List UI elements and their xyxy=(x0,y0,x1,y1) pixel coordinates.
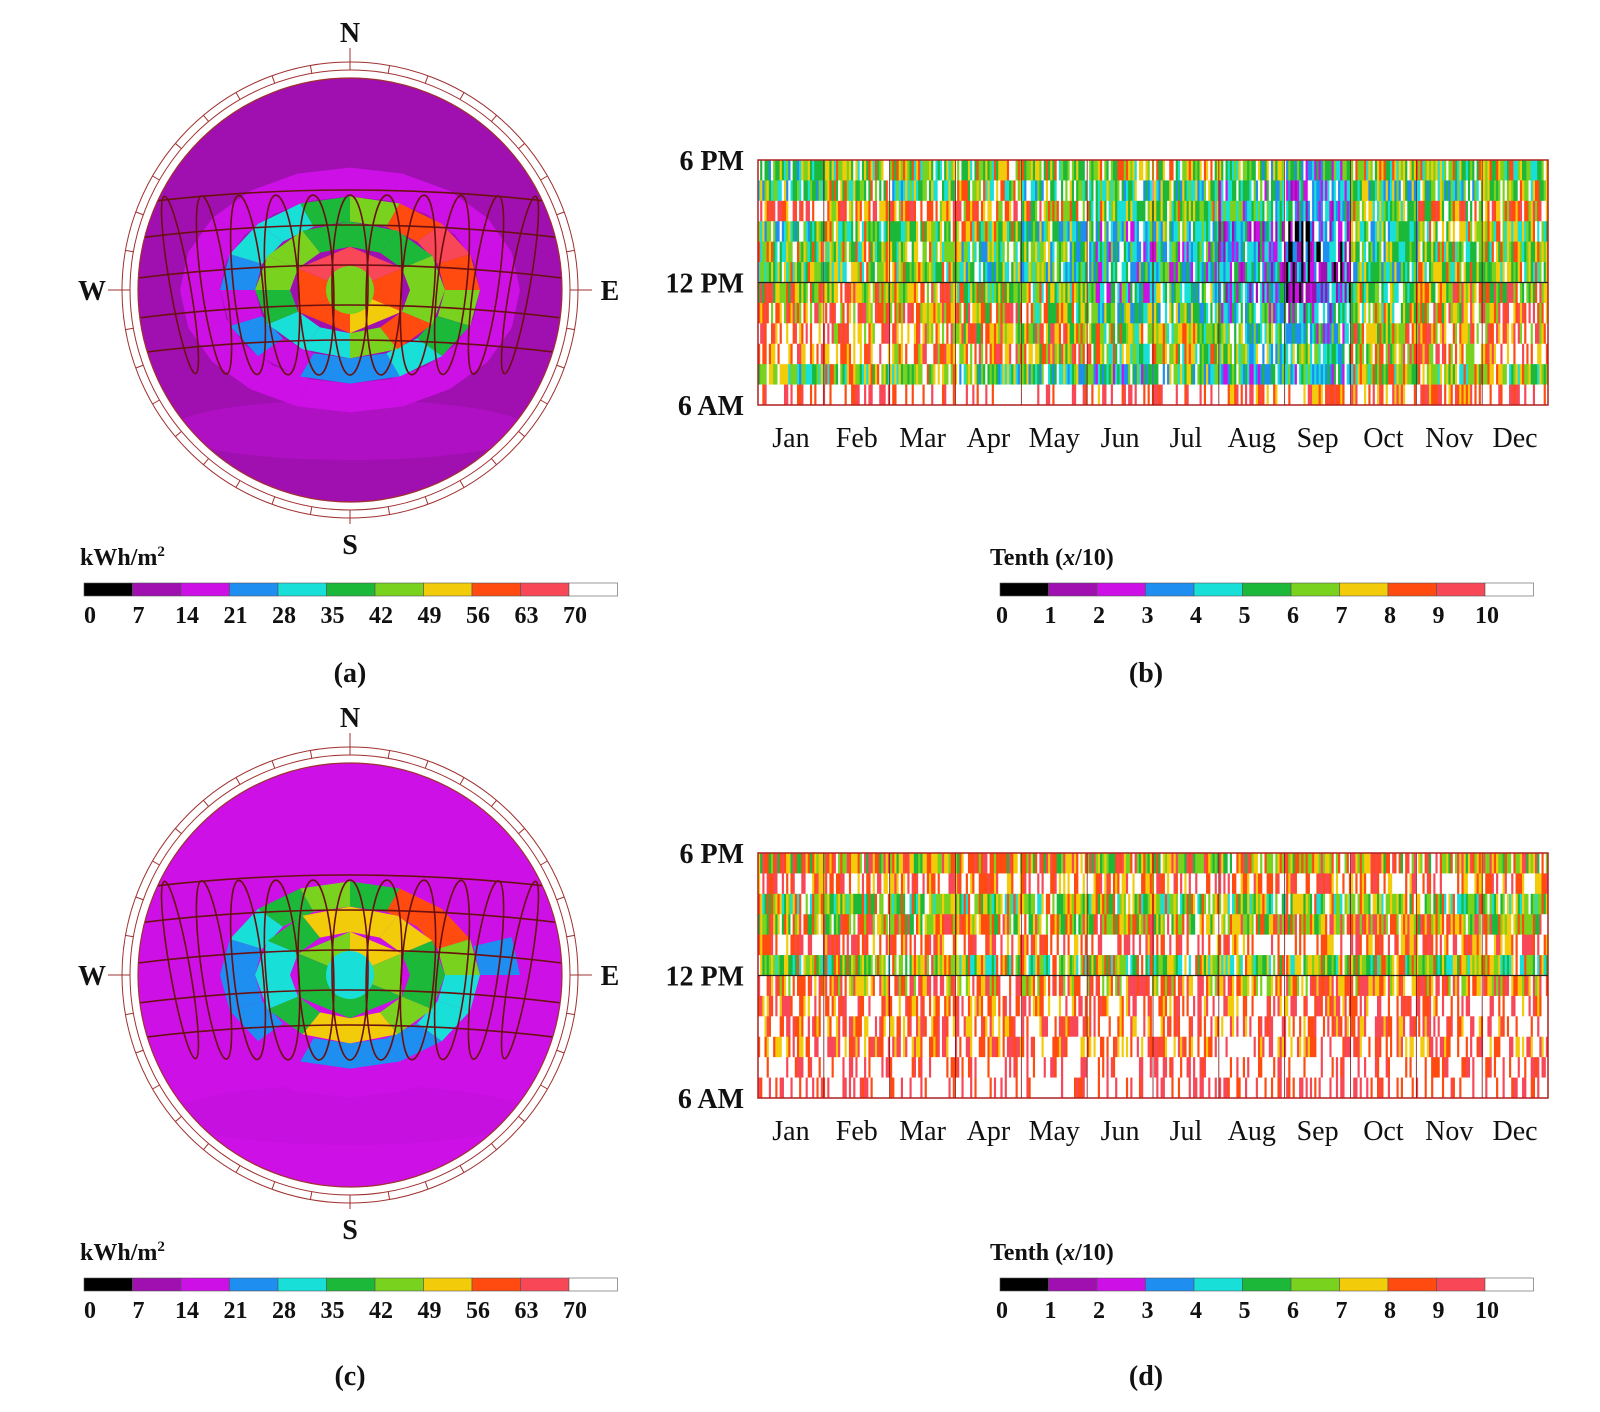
compass-south-label: S xyxy=(342,530,358,561)
compass-west-label: W xyxy=(78,961,106,992)
compass-tick xyxy=(425,761,428,769)
compass-tick xyxy=(519,828,525,833)
x-tick-label: Jan xyxy=(772,423,809,454)
compass-tick xyxy=(236,1166,240,1173)
compass-tick xyxy=(491,800,496,806)
compass-east-label: E xyxy=(601,961,620,992)
x-tick-label: Jul xyxy=(1170,423,1203,454)
compass-tick xyxy=(236,481,240,488)
compass-tick xyxy=(519,143,525,148)
compass-tick xyxy=(425,76,428,84)
compass-tick xyxy=(153,176,160,180)
compass-tick xyxy=(153,400,160,404)
compass-tick xyxy=(175,828,181,833)
compass-east-label: E xyxy=(601,276,620,307)
compass-tick xyxy=(567,250,575,251)
compass-tick xyxy=(236,93,240,100)
compass-tick xyxy=(175,143,181,148)
sky-dome-c: N S W E xyxy=(78,703,619,1246)
compass-tick xyxy=(175,431,181,436)
compass-tick xyxy=(203,115,208,121)
x-tick-label: Nov xyxy=(1425,423,1473,454)
compass-tick xyxy=(460,481,464,488)
x-tick-label: Sep xyxy=(1297,423,1339,454)
compass-tick xyxy=(491,459,496,465)
compass-tick xyxy=(491,1144,496,1150)
compass-south-label: S xyxy=(342,1215,358,1246)
compass-tick xyxy=(272,497,275,505)
sky-dome-a: N S W E xyxy=(78,18,619,561)
compass-tick xyxy=(460,778,464,785)
x-tick-label: Feb xyxy=(836,423,878,454)
x-tick-label: Oct xyxy=(1363,423,1404,454)
x-tick-label: Mar xyxy=(899,423,946,454)
compass-tick xyxy=(136,897,144,900)
compass-north-label: N xyxy=(340,703,360,734)
compass-tick xyxy=(460,93,464,100)
y-tick-label: 6 AM xyxy=(678,391,744,422)
compass-tick xyxy=(310,1192,311,1200)
compass-tick xyxy=(388,507,389,515)
compass-tick xyxy=(460,1166,464,1173)
compass-tick xyxy=(425,1182,428,1190)
compass-west-label: W xyxy=(78,276,106,307)
compass-tick xyxy=(541,861,548,865)
compass-tick xyxy=(125,250,133,251)
compass-tick xyxy=(203,800,208,806)
compass-tick xyxy=(125,1013,133,1014)
compass-tick xyxy=(153,861,160,865)
compass-tick xyxy=(153,1085,160,1089)
compass-tick xyxy=(519,431,525,436)
compass-tick xyxy=(567,935,575,936)
compass-tick xyxy=(310,65,311,73)
compass-tick xyxy=(136,365,144,368)
x-tick-label: Jun xyxy=(1101,423,1140,454)
compass-tick xyxy=(388,65,389,73)
compass-tick xyxy=(272,761,275,769)
compass-tick xyxy=(388,1192,389,1200)
compass-tick xyxy=(491,115,496,121)
x-tick-label: Apr xyxy=(967,423,1011,454)
compass-tick xyxy=(557,365,565,368)
compass-tick xyxy=(557,212,565,215)
x-tick-label: Aug xyxy=(1228,423,1276,454)
compass-tick xyxy=(203,459,208,465)
compass-tick xyxy=(541,400,548,404)
compass-tick xyxy=(557,1050,565,1053)
compass-tick xyxy=(236,778,240,785)
compass-tick xyxy=(541,176,548,180)
compass-tick xyxy=(388,750,389,758)
compass-tick xyxy=(557,897,565,900)
y-tick-label: 6 PM xyxy=(679,146,744,177)
compass-tick xyxy=(425,497,428,505)
compass-tick xyxy=(272,1182,275,1190)
compass-tick xyxy=(567,1013,575,1014)
x-tick-label: May xyxy=(1029,423,1080,454)
compass-tick xyxy=(310,507,311,515)
compass-north-label: N xyxy=(340,18,360,49)
compass-tick xyxy=(125,328,133,329)
sunlight-heatmap-b: 6 PM 12 PM 6 AM Jan Feb Mar Apr May Jun Jul Aug Sep… xyxy=(665,146,1548,454)
compass-tick xyxy=(136,212,144,215)
compass-tick xyxy=(519,1116,525,1121)
y-tick-label: 12 PM xyxy=(665,269,744,300)
compass-tick xyxy=(125,935,133,936)
compass-tick xyxy=(310,750,311,758)
compass-tick xyxy=(567,328,575,329)
compass-tick xyxy=(175,1116,181,1121)
x-tick-label: Dec xyxy=(1493,423,1538,454)
compass-tick xyxy=(541,1085,548,1089)
compass-tick xyxy=(203,1144,208,1150)
compass-tick xyxy=(136,1050,144,1053)
compass-tick xyxy=(272,76,275,84)
